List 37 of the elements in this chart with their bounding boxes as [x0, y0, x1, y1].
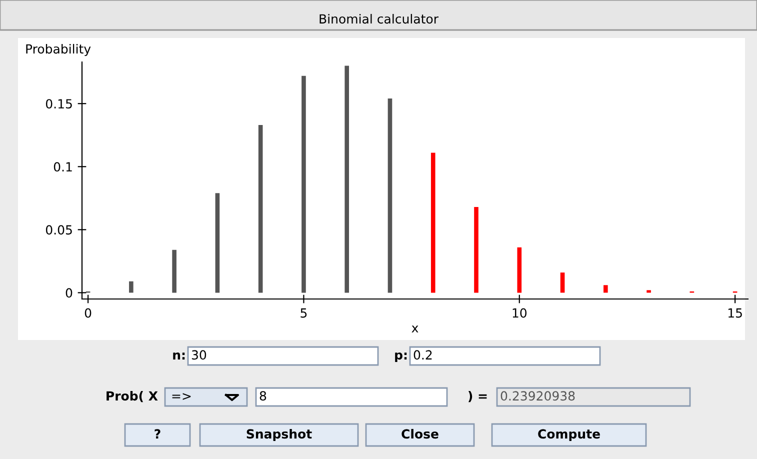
- x-tick-label: 5: [300, 308, 307, 318]
- chart-title: Binomial calculator: [320, 14, 438, 24]
- text: ) =: [468, 390, 487, 402]
- bar: [215, 193, 220, 293]
- bar: [646, 290, 651, 293]
- bar: [129, 281, 134, 293]
- bar: [302, 76, 306, 293]
- bar: [258, 125, 263, 293]
- x-tick-label: 0: [84, 308, 92, 318]
- text: Prob( X: [106, 390, 158, 402]
- bar: [388, 98, 392, 293]
- bar: [517, 247, 522, 293]
- x-tick-label: 10: [512, 308, 527, 318]
- y-tick-label: 0.05: [46, 225, 72, 235]
- bar: [430, 152, 436, 293]
- text: Snapshot: [246, 428, 312, 442]
- text: n:: [173, 352, 185, 360]
- text: Close: [402, 428, 438, 439]
- y-tick-label: 0: [66, 288, 72, 298]
- text: Compute: [538, 429, 600, 442]
- bar: [172, 250, 176, 293]
- text: 0.23920938: [500, 391, 575, 401]
- x-tick-label: 15: [728, 308, 742, 318]
- y-tick-label: 0.15: [46, 99, 72, 109]
- bar: [474, 206, 478, 293]
- y-axis-title: Probability: [26, 44, 91, 56]
- text: =>: [172, 393, 191, 400]
- y-tick-label: 0.1: [54, 162, 72, 172]
- x-axis-title: x: [412, 326, 418, 332]
- bar: [344, 66, 350, 293]
- text: p:: [395, 352, 407, 362]
- bar: [560, 272, 565, 293]
- bar: [604, 285, 608, 293]
- text: ?: [154, 429, 160, 438]
- text: 0.2: [414, 350, 432, 360]
- text: 30: [192, 350, 206, 360]
- text: 8: [260, 391, 266, 401]
